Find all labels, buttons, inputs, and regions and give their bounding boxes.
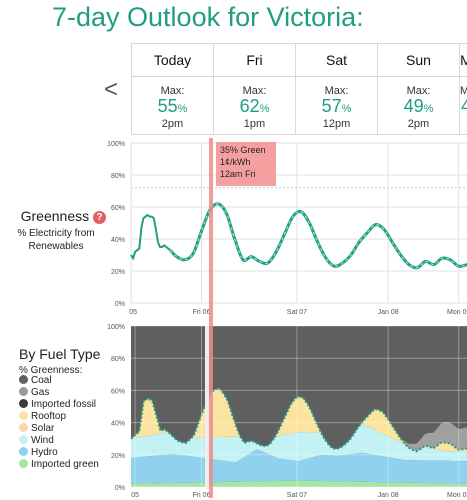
y-tick-label: 0% (115, 485, 125, 492)
y-tick-label: 80% (111, 356, 125, 363)
y-tick-label: 20% (111, 453, 125, 460)
max-time: 2pm (161, 118, 184, 130)
y-tick-label: 60% (111, 388, 125, 395)
legend-item-solar: Solar (19, 423, 99, 435)
legend-item-gas: Gas (19, 387, 99, 399)
x-tick-label: Mon 09 (447, 309, 467, 316)
max-percent: 57% (321, 96, 352, 116)
max-label: Ma (460, 85, 467, 97)
now-marker-band (205, 326, 209, 489)
legend-swatch (19, 435, 28, 444)
legend-swatch (19, 423, 28, 432)
max-label: Max: (160, 85, 185, 97)
x-tick-label: Jan 08 (378, 309, 399, 316)
greenness-forecast-line (169, 203, 467, 269)
y-tick-label: 40% (111, 237, 125, 244)
tooltip-time: 12am Fri (220, 169, 256, 179)
greenness-title: Greenness ? (0, 208, 106, 224)
x-tick-label: Sat 07 (287, 309, 307, 316)
greenness-subtitle: % Electricity from Renewables (17, 228, 95, 252)
legend-swatch (19, 459, 28, 468)
legend-swatch (19, 399, 28, 408)
max-time: 2pm (407, 118, 430, 130)
day-name: Fri (214, 44, 295, 77)
now-marker-line[interactable] (209, 138, 213, 498)
max-label: Max: (242, 85, 267, 97)
x-tick-label: Sat 07 (287, 492, 307, 499)
day-card-mon[interactable]: M Ma 4 (459, 44, 467, 134)
day-card-sat[interactable]: Sat Max: 57% 12pm (295, 44, 377, 134)
y-tick-label: 60% (111, 205, 125, 212)
legend-item-wind: Wind (19, 435, 99, 447)
max-label: Max: (406, 85, 431, 97)
day-name: M (460, 44, 467, 77)
fuel-legend: Coal Gas Imported fossil Rooftop Solar W… (19, 375, 99, 471)
day-name: Sat (296, 44, 377, 77)
greenness-forecast-line-base (169, 202, 467, 270)
y-tick-label: 80% (111, 173, 125, 180)
day-name: Sun (378, 44, 459, 77)
legend-swatch (19, 447, 28, 456)
y-tick-label: 0% (115, 301, 125, 308)
day-card-today[interactable]: Today Max: 55% 2pm (131, 44, 213, 134)
legend-item-hydro: Hydro (19, 447, 99, 459)
x-tick-label: Mon 09 (447, 492, 467, 499)
legend-item-imported-fossil: Imported fossil (19, 399, 99, 411)
max-percent: 4 (460, 97, 467, 118)
max-percent: 55% (157, 96, 188, 116)
legend-swatch (19, 387, 28, 396)
legend-item-rooftop: Rooftop (19, 411, 99, 423)
hover-tooltip: 35% Green 1¢/kWh 12am Fri (216, 142, 276, 186)
help-icon[interactable]: ? (93, 211, 106, 224)
x-tick-label: Jan 08 (378, 492, 399, 499)
legend-item-imported-green: Imported green (19, 459, 99, 471)
area-rooftop (131, 388, 467, 452)
x-tick-label: Fri 06 (193, 309, 211, 316)
max-percent: 49% (403, 96, 434, 116)
legend-swatch (19, 411, 28, 420)
day-summary-strip: Today Max: 55% 2pm Fri Max: 62% 1pm Sat … (131, 43, 467, 135)
y-tick-label: 100% (107, 141, 125, 148)
x-tick-label: 05 (129, 309, 137, 316)
previous-days-button[interactable]: < (104, 76, 119, 103)
day-name: Today (132, 44, 213, 77)
area-hydro (131, 449, 467, 484)
x-tick-label: 05 (131, 492, 139, 499)
legend-item-coal: Coal (19, 375, 99, 387)
fuel-type-subtitle: % Greenness: (19, 365, 83, 376)
tooltip-price: 1¢/kWh (220, 157, 251, 167)
area-imported-green (131, 480, 467, 487)
area-gas (131, 388, 467, 452)
fuel-type-chart[interactable]: 100% 80% 60% 40% 20% 0% 05 Fri 06 Sat 07 Jan 08 M… (105, 320, 467, 500)
max-time: 1pm (243, 118, 266, 130)
tooltip-green: 35% Green (220, 145, 266, 155)
area-wind (131, 423, 467, 463)
max-time: 12pm (322, 118, 351, 130)
greenness-chart[interactable]: 100% 80% 60% 40% 20% 0% 05 Fri 06 Sat 07 Jan 08 M… (105, 138, 467, 316)
y-tick-label: 100% (107, 324, 125, 331)
y-tick-label: 40% (111, 421, 125, 428)
day-card-sun[interactable]: Sun Max: 49% 2pm (377, 44, 459, 134)
y-tick-label: 20% (111, 269, 125, 276)
greenness-actual-line (130, 213, 172, 261)
legend-swatch (19, 375, 28, 384)
day-card-fri[interactable]: Fri Max: 62% 1pm (213, 44, 295, 134)
max-label: Max: (324, 85, 349, 97)
fuel-type-title: By Fuel Type (19, 346, 101, 362)
max-percent: 62% (239, 96, 270, 116)
x-tick-label: Fri 06 (193, 492, 211, 499)
page-title: 7-day Outlook for Victoria: (52, 2, 364, 32)
